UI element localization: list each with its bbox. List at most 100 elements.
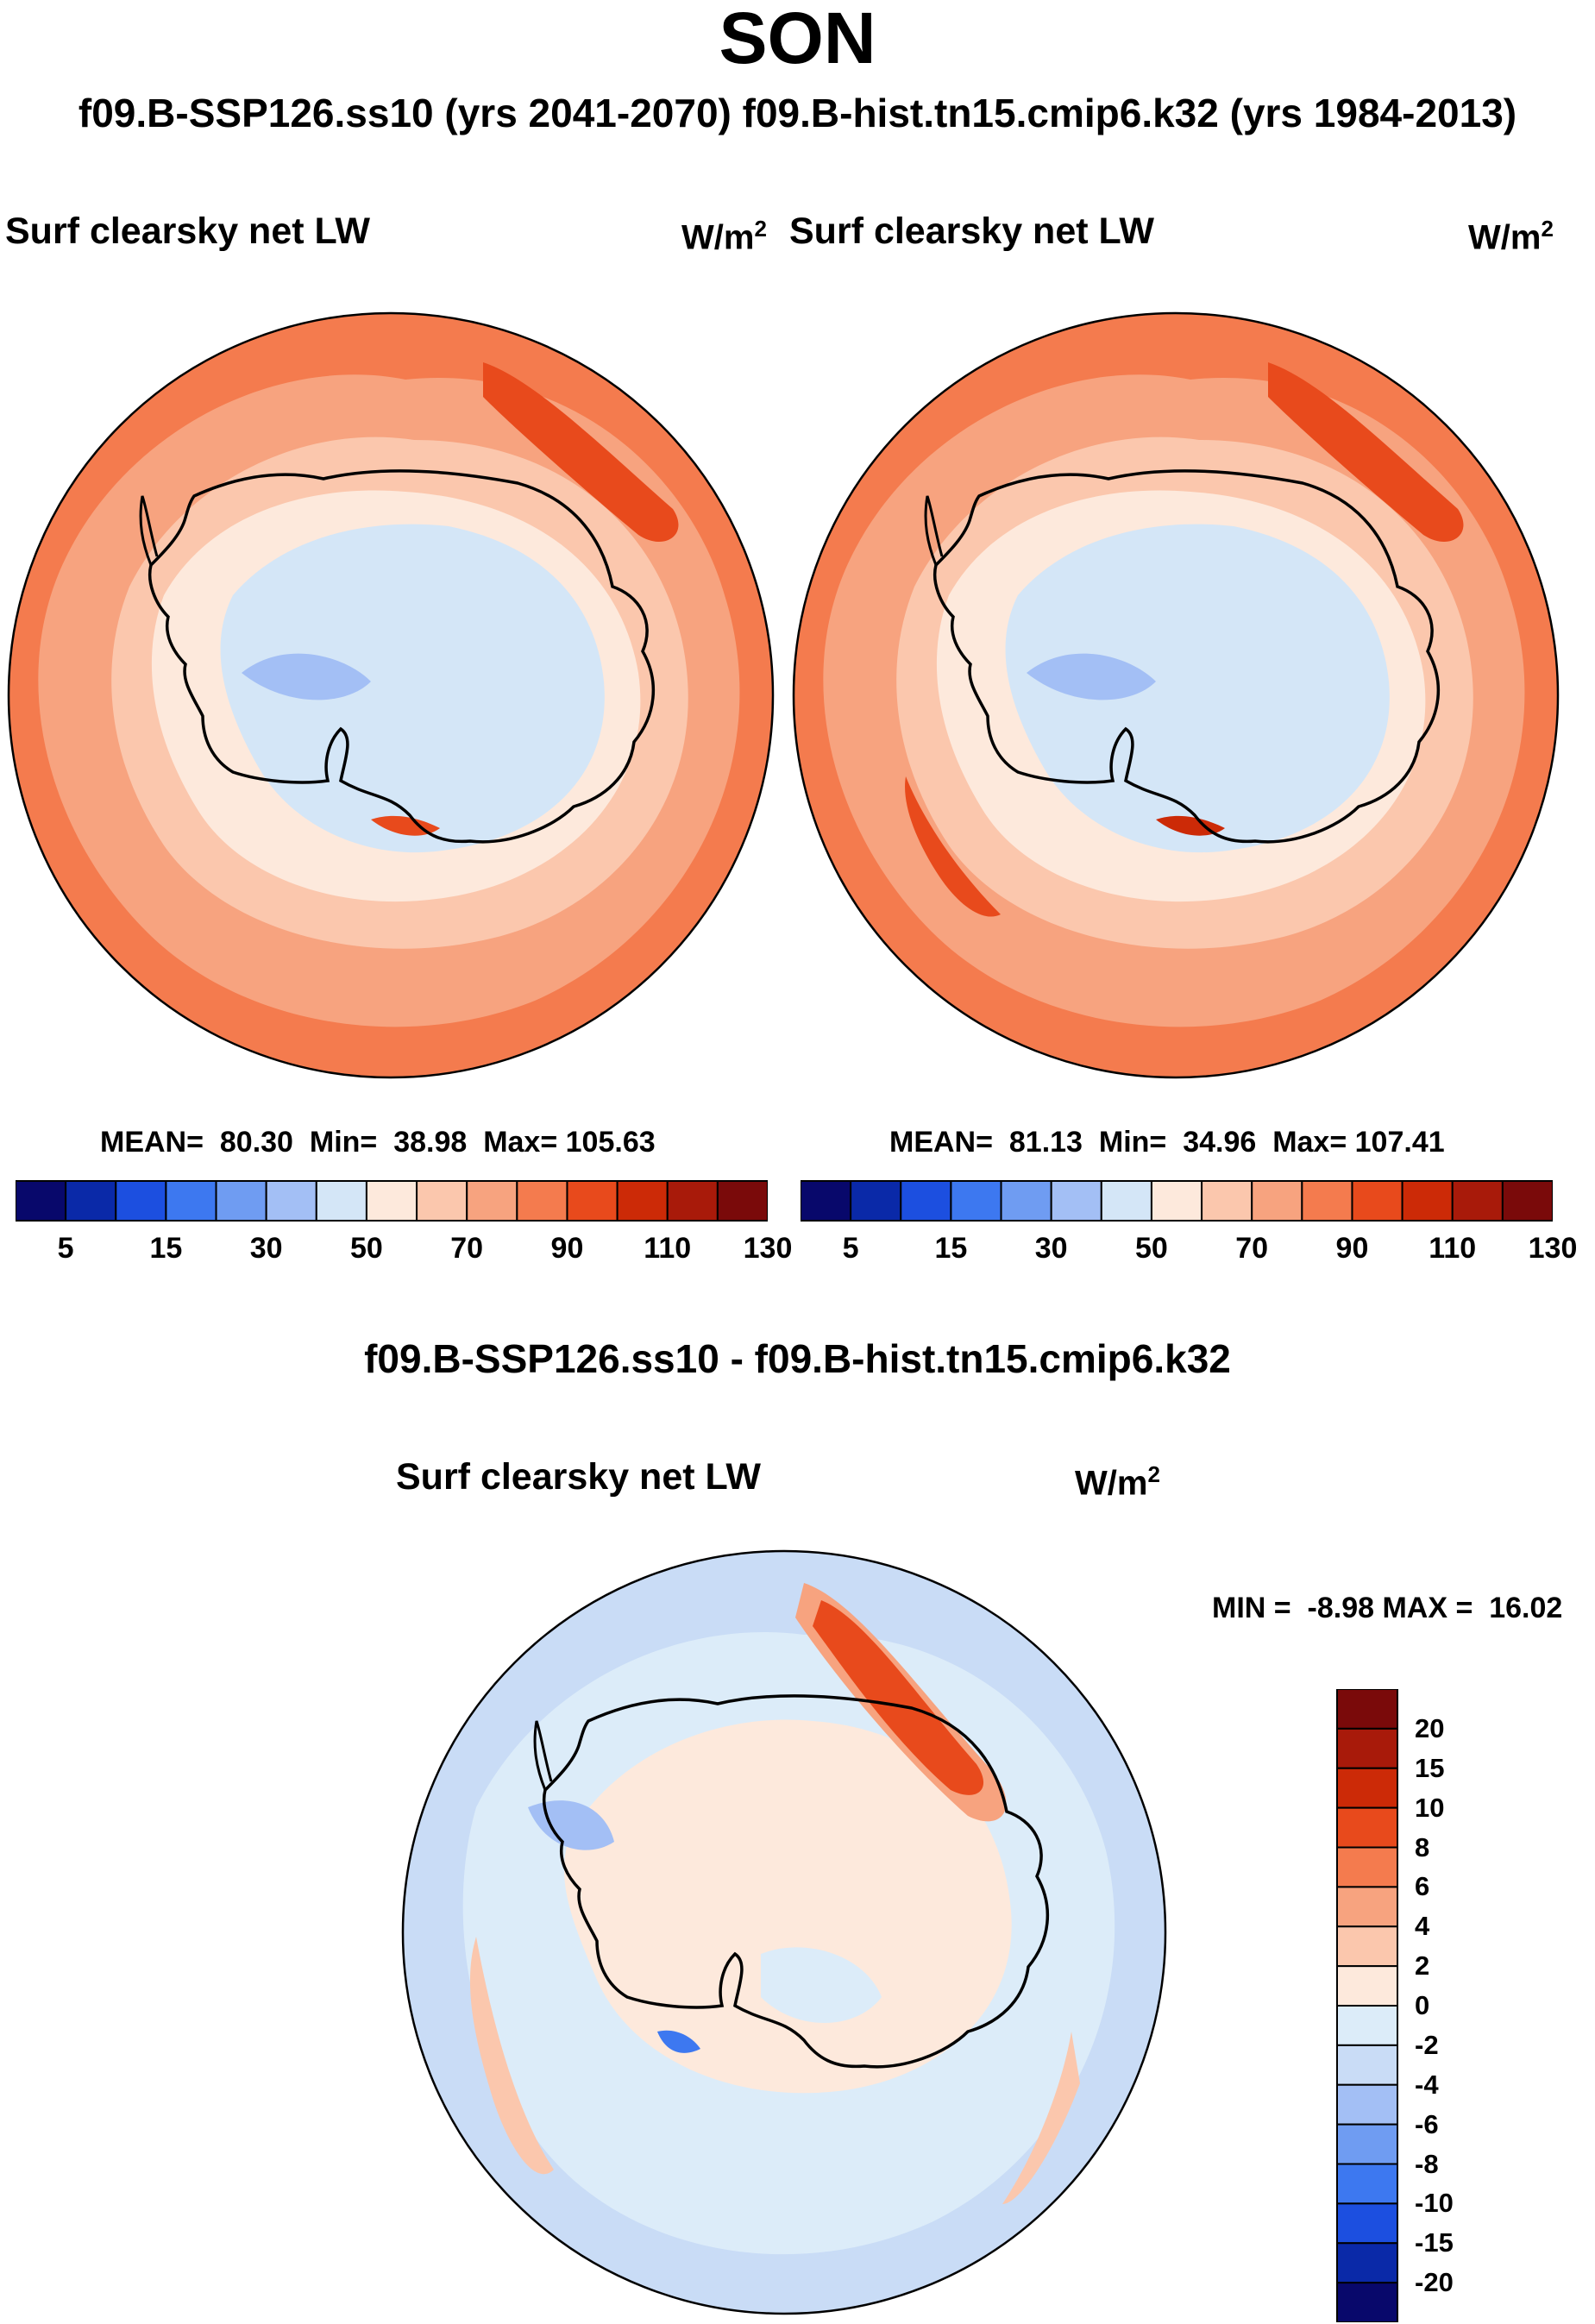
- map-boundary-circle: [792, 311, 1560, 1079]
- colorbar-tick-label: 130: [1528, 1232, 1578, 1265]
- colorbar-swatch: [1100, 1180, 1152, 1222]
- map-peninsula-outline: [139, 495, 159, 566]
- map-warm-streak-inner: [813, 1600, 984, 1795]
- map-cool-spot-west: [528, 1800, 614, 1850]
- colorbar-swatch: [616, 1180, 669, 1222]
- colorbar-tick-label: 90: [1335, 1232, 1369, 1265]
- map-low-patch: [242, 653, 371, 700]
- map-high-streak: [483, 362, 679, 543]
- colorbar-tick-label: 4: [1415, 1911, 1430, 1942]
- colorbar-tick-label: -8: [1415, 2148, 1439, 2179]
- colorbar-swatch: [1336, 2123, 1398, 2165]
- colorbar-swatch: [1336, 2083, 1398, 2126]
- colorbar-swatch: [16, 1180, 67, 1222]
- colorbar-swatch: [1336, 1965, 1398, 2007]
- colorbar-swatch: [215, 1180, 267, 1222]
- colorbar-swatch: [65, 1180, 117, 1222]
- map-ross-warm-spot: [1156, 815, 1225, 836]
- map-cool-spot-ross: [657, 2030, 700, 2053]
- colorbar-swatch: [1351, 1180, 1403, 1222]
- map-warm-band-east: [1002, 2032, 1080, 2204]
- colorbar-tick-label: 90: [550, 1232, 584, 1265]
- map-boundary-circle: [7, 311, 775, 1079]
- map-peninsula-outline: [924, 495, 944, 566]
- colorbar-swatch: [1201, 1180, 1253, 1222]
- diff-colorbar-ticks: 20 15 10 8 6 4 2 0 -2 -4 -6 -8 -10 -15 -20: [1415, 1689, 1518, 2322]
- colorbar-swatch: [1336, 2242, 1398, 2284]
- diff-panel-units: W/m2: [1075, 1461, 1160, 1503]
- colorbar-swatch: [1336, 1846, 1398, 1888]
- experiment-subtitle: f09.B-SSP126.ss10 (yrs 2041-2070) f09.B-…: [78, 91, 1517, 135]
- map-boundary-circle: [401, 1549, 1167, 2315]
- diff-stats: MIN = -8.98 MAX = 16.02: [1212, 1592, 1563, 1624]
- colorbar-swatch: [1336, 1806, 1398, 1849]
- colorbar-tick-label: 50: [350, 1232, 383, 1265]
- colorbar-swatch: [315, 1180, 367, 1222]
- difference-title: f09.B-SSP126.ss10 - f09.B-hist.tn15.cmip…: [364, 1336, 1231, 1381]
- colorbar-tick-label: 50: [1135, 1232, 1168, 1265]
- colorbar-tick-label: -6: [1415, 2108, 1439, 2139]
- colorbar-swatch: [666, 1180, 719, 1222]
- left-colorbar: [16, 1180, 768, 1222]
- left-stats: MEAN= 80.30 Min= 38.98 Max= 105.63: [100, 1126, 656, 1159]
- map-high-streak: [1268, 362, 1464, 543]
- map-high-streak-2: [905, 776, 1001, 917]
- map-plateau: [220, 524, 605, 853]
- map-low-patch: [1027, 653, 1156, 700]
- colorbar-swatch: [566, 1180, 619, 1222]
- left-panel-label: Surf clearsky net LW: [5, 210, 370, 252]
- colorbar-swatch: [1336, 1925, 1398, 1968]
- colorbar-swatch: [1336, 1767, 1398, 1809]
- colorbar-tick-label: 0: [1415, 1990, 1430, 2020]
- map-plateau: [1005, 524, 1390, 853]
- colorbar-swatch: [1000, 1180, 1052, 1222]
- colorbar-swatch: [1336, 2163, 1398, 2205]
- colorbar-swatch: [165, 1180, 217, 1222]
- colorbar-tick-label: 30: [249, 1232, 283, 1265]
- colorbar-swatch: [1401, 1180, 1454, 1222]
- map-peninsula-outline: [533, 1720, 553, 1791]
- difference-polar-map: [401, 1549, 1167, 2315]
- left-polar-map: [7, 311, 775, 1079]
- colorbar-tick-label: 15: [934, 1232, 968, 1265]
- colorbar-swatch: [716, 1180, 768, 1222]
- colorbar-tick-label: 130: [743, 1232, 793, 1265]
- colorbar-tick-label: -2: [1415, 2029, 1439, 2060]
- colorbar-swatch: [466, 1180, 518, 1222]
- colorbar-swatch: [365, 1180, 418, 1222]
- colorbar-tick-label: 6: [1415, 1871, 1430, 1902]
- colorbar-tick-label: 5: [842, 1232, 859, 1265]
- colorbar-tick-label: 70: [450, 1232, 484, 1265]
- map-antarctica-coastline: [543, 1694, 1049, 2069]
- colorbar-tick-label: 10: [1415, 1792, 1445, 1823]
- right-colorbar-ticks: 5 15 30 50 70 90 110 130: [801, 1232, 1578, 1275]
- colorbar-swatch: [1050, 1180, 1102, 1222]
- right-colorbar: [801, 1180, 1553, 1222]
- colorbar-tick-label: 70: [1235, 1232, 1269, 1265]
- right-panel-units: W/m2: [1468, 216, 1554, 257]
- colorbar-swatch: [516, 1180, 568, 1222]
- colorbar-tick-label: 15: [149, 1232, 183, 1265]
- colorbar-swatch: [950, 1180, 1002, 1222]
- colorbar-swatch: [1336, 1886, 1398, 1928]
- left-panel-units: W/m2: [681, 216, 767, 257]
- colorbar-swatch: [1336, 1689, 1398, 1730]
- colorbar-tick-label: -20: [1415, 2267, 1454, 2298]
- diff-colorbar: [1336, 1689, 1398, 2322]
- colorbar-swatch: [850, 1180, 902, 1222]
- colorbar-swatch: [1336, 2282, 1398, 2322]
- colorbar-swatch: [1336, 1727, 1398, 1769]
- colorbar-tick-label: 15: [1415, 1752, 1445, 1783]
- colorbar-tick-label: 20: [1415, 1712, 1445, 1743]
- colorbar-tick-label: 8: [1415, 1831, 1430, 1862]
- right-polar-map: [792, 311, 1560, 1079]
- colorbar-tick-label: 110: [1429, 1232, 1477, 1265]
- colorbar-swatch: [265, 1180, 317, 1222]
- colorbar-tick-label: 30: [1034, 1232, 1068, 1265]
- colorbar-swatch: [1336, 2202, 1398, 2245]
- colorbar-swatch: [1251, 1180, 1303, 1222]
- colorbar-swatch: [1451, 1180, 1504, 1222]
- season-title: SON: [719, 0, 876, 79]
- colorbar-swatch: [1336, 2005, 1398, 2046]
- colorbar-tick-label: -10: [1415, 2188, 1454, 2219]
